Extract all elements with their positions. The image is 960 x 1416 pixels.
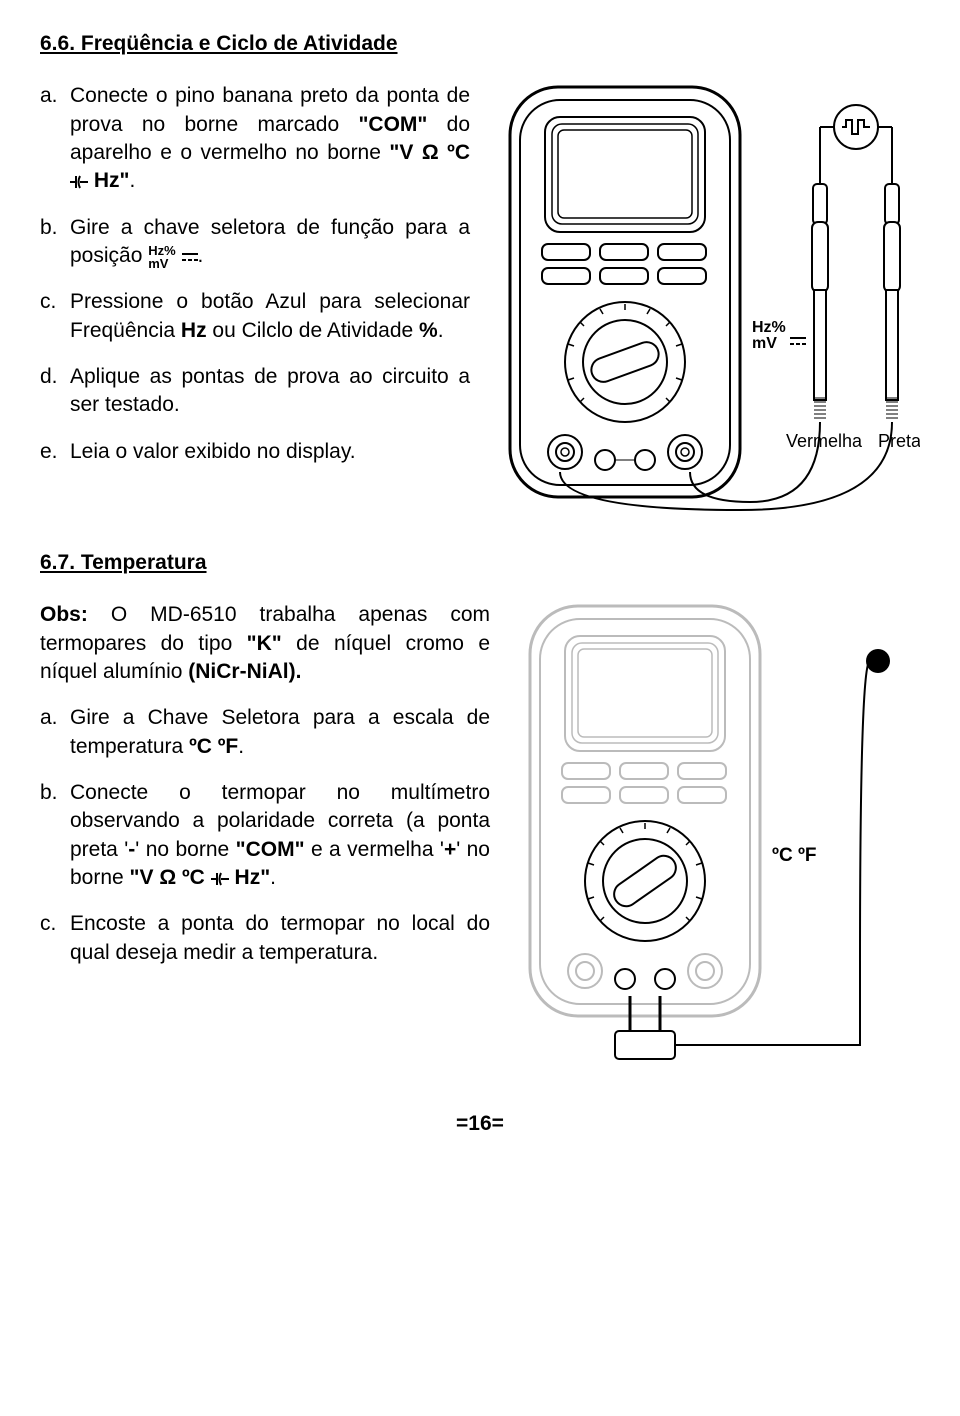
item-66-a: a. Conecte o pino banana preto da ponta …: [40, 82, 470, 195]
text: .: [438, 319, 444, 342]
mv-label: mV: [752, 335, 777, 352]
item-67-a: a. Gire a Chave Seletora para a escala d…: [40, 704, 490, 761]
text: Aplique as pontas de prova ao circuito a…: [70, 363, 470, 420]
k-label: "K": [247, 632, 282, 655]
item-66-b: b. Gire a chave seletora de função para …: [40, 214, 470, 271]
text: Gire a Chave Seletora para a escala de t…: [70, 706, 490, 757]
text: e a vermelha ': [305, 838, 444, 861]
section-66-text: a. Conecte o pino banana preto da ponta …: [40, 82, 470, 520]
borne-label: "V Ω ºC: [389, 141, 470, 164]
dc-icon: [182, 252, 198, 262]
item-label: a.: [40, 704, 70, 761]
text: Gire a chave seletora de função para a p…: [70, 216, 470, 267]
hz-label: Hz": [235, 866, 271, 889]
section-67-text: Obs: O MD-6510 trabalha apenas com termo…: [40, 601, 490, 1079]
nicr-label: (NiCr-NiAl).: [188, 660, 301, 683]
temp-scale-label: ºC ºF: [772, 845, 817, 866]
text: ' no borne: [135, 838, 235, 861]
section-67-title: 6.7. Temperatura: [40, 549, 920, 577]
item-label: e.: [40, 438, 70, 466]
plus: +: [444, 838, 456, 861]
figure-67: ºC ºF: [510, 601, 920, 1079]
text: ou Cilclo de Atividade: [207, 319, 419, 342]
capacitor-icon: [211, 871, 229, 887]
item-67-b: b. Conecte o termopar no multímetro obse…: [40, 779, 490, 892]
figure-66: Hz% mV: [490, 82, 920, 520]
item-label: b.: [40, 214, 70, 271]
capacitor-icon: [70, 174, 88, 190]
item-66-d: d. Aplique as pontas de prova ao circuit…: [40, 363, 470, 420]
text: Encoste a ponta do termopar no local do …: [70, 910, 490, 967]
com-label: "COM": [358, 113, 427, 136]
item-label: b.: [40, 779, 70, 892]
preta-label: Preta: [878, 431, 920, 451]
item-66-e: e. Leia o valor exibido no display.: [40, 438, 470, 466]
item-label: c.: [40, 910, 70, 967]
pct-bold: %: [419, 319, 438, 342]
hz-bold: Hz: [181, 319, 207, 342]
section-66-title: 6.6. Freqüência e Ciclo de Atividade: [40, 30, 920, 58]
borne-label: "V Ω ºC: [130, 866, 205, 889]
item-67-c: c. Encoste a ponta do termopar no local …: [40, 910, 490, 967]
item-label: c.: [40, 288, 70, 345]
obs-label: Obs:: [40, 603, 88, 626]
text: Leia o valor exibido no display.: [70, 438, 470, 466]
scale-label: ºC ºF: [189, 735, 238, 758]
item-label: d.: [40, 363, 70, 420]
page-number: =16=: [40, 1110, 920, 1138]
item-label: a.: [40, 82, 70, 195]
vermelha-label: Vermelha: [786, 431, 863, 451]
text: .: [238, 735, 244, 758]
hz-label: Hz": [94, 169, 130, 192]
hz-mv-symbol: Hz%mV: [148, 244, 175, 270]
item-66-c: c. Pressione o botão Azul para seleciona…: [40, 288, 470, 345]
obs-67: Obs: O MD-6510 trabalha apenas com termo…: [40, 601, 490, 686]
com-label: "COM": [236, 838, 305, 861]
hz-label: Hz%: [752, 319, 786, 336]
text: .: [270, 866, 276, 889]
